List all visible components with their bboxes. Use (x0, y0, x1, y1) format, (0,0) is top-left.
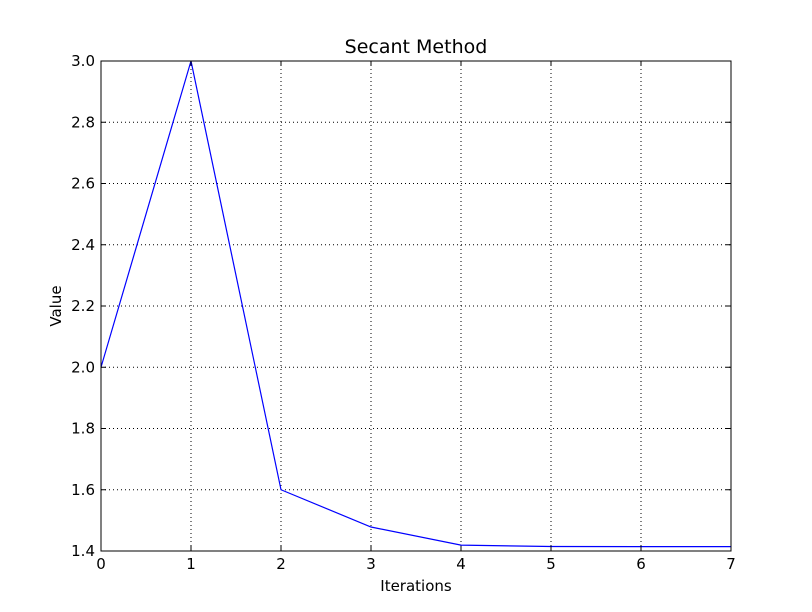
x-tick-label: 6 (636, 555, 646, 573)
x-axis-label: Iterations (380, 577, 452, 595)
y-tick-label: 2.0 (71, 358, 95, 376)
x-tick-label: 7 (726, 555, 736, 573)
plot-area (101, 61, 731, 551)
y-tick-label: 2.8 (71, 113, 95, 131)
x-tick-label: 0 (96, 555, 106, 573)
y-tick-label: 1.6 (71, 481, 95, 499)
y-tick-label: 2.6 (71, 175, 95, 193)
axis-ticks (100, 60, 732, 552)
grid-lines (101, 61, 731, 551)
x-tick-label: 3 (366, 555, 376, 573)
x-tick-label: 5 (546, 555, 556, 573)
y-tick-label: 2.4 (71, 236, 95, 254)
y-tick-label: 3.0 (71, 52, 95, 70)
y-tick-label: 1.4 (71, 542, 95, 560)
x-tick-label: 2 (276, 555, 286, 573)
y-axis-label: Value (47, 285, 65, 326)
series-line-0 (100, 60, 731, 548)
y-axis-tick-labels: 1.4 1.6 1.8 2.0 2.2 2.4 2.6 2.8 3.0 (71, 52, 95, 560)
x-tick-label: 1 (186, 555, 196, 573)
y-tick-label: 2.2 (71, 297, 95, 315)
chart-title: Secant Method (345, 36, 488, 58)
y-tick-label: 1.8 (71, 420, 95, 438)
x-tick-label: 4 (456, 555, 466, 573)
x-axis-tick-labels: 0 1 2 3 4 5 6 7 (96, 555, 736, 573)
